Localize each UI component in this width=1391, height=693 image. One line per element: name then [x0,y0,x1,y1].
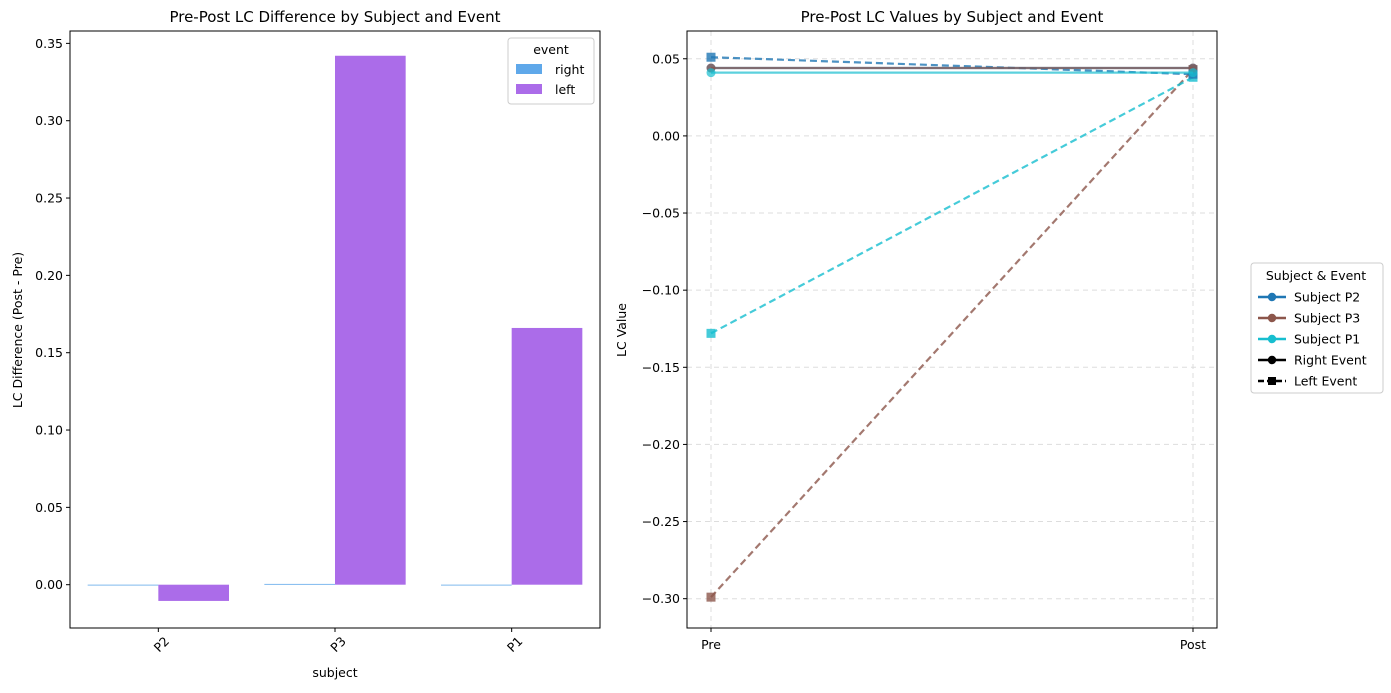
line-P3-left [710,68,1194,598]
bar-x-tick-label: P3 [327,633,349,655]
bar-left-P1 [511,327,583,585]
bar-right-P3 [264,583,335,585]
bar-y-tick-label: 0.00 [35,577,63,592]
line-series-group [706,52,1198,602]
line-grid [687,31,1217,628]
bar-legend-swatch-left [516,84,542,94]
line-legend-label: Right Event [1294,353,1367,368]
bar-right-P2 [87,584,159,586]
marker-P3-left [706,592,716,602]
bar-legend-label-right: right [555,62,584,77]
bar-y-tick-label: 0.20 [35,268,63,283]
bar-y-axis: 0.00 0.05 0.10 0.15 0.20 0.25 0.30 0.35 [35,36,70,592]
line-y-tick-label: −0.20 [642,437,680,452]
bar-x-axis: P2 P3 P1 [151,628,526,655]
marker-P1-left [706,328,716,338]
line-legend-title: Subject & Event [1266,268,1366,283]
marker-P2-left [706,52,716,62]
line-legend-marker [1267,292,1277,302]
bar-y-tick-label: 0.25 [35,191,63,206]
line-chart: Pre-Post LC Values by Subject and Event … [614,8,1384,652]
bar-x-tick-label: P1 [504,633,526,655]
bar-legend-title: event [533,42,569,57]
line-legend-label: Left Event [1294,374,1357,389]
line-chart-title: Pre-Post LC Values by Subject and Event [801,8,1104,26]
line-y-tick-label: −0.10 [642,283,680,298]
line-P1-left [710,76,1194,335]
bar-legend-swatch-right [516,64,542,74]
marker-P1-right [706,68,716,78]
line-legend: Subject & Event Subject P2 Subject P3 Subj… [1250,262,1384,394]
line-legend-label: Subject P1 [1294,332,1360,347]
line-y-tick-label: −0.25 [642,514,680,529]
line-y-tick-label: −0.30 [642,591,680,606]
bar-x-axis-label: subject [312,665,357,680]
line-x-axis: Pre Post [701,628,1206,652]
line-y-axis: 0.05 0.00 −0.05 −0.10 −0.15 −0.20 −0.25 −0.30 [642,51,687,606]
line-legend-label: Subject P3 [1294,311,1360,326]
line-x-tick-label: Post [1180,637,1206,652]
bar-left-P3 [335,55,406,585]
bar-legend: event right left [507,37,595,105]
bar-legend-label-left: left [555,82,575,97]
line-x-tick-label: Pre [701,637,721,652]
line-chart-frame [686,30,1218,629]
bar-left-P2 [158,584,229,601]
line-legend-label: Subject P2 [1294,290,1360,305]
bar-chart: Pre-Post LC Difference by Subject and Ev… [10,8,601,680]
line-y-tick-label: 0.00 [652,128,680,143]
bar-y-tick-label: 0.35 [35,36,63,51]
line-y-tick-label: −0.05 [642,206,680,221]
bar-y-tick-label: 0.30 [35,113,63,128]
bar-y-tick-label: 0.15 [35,345,63,360]
line-y-tick-label: 0.05 [652,51,680,66]
bar-chart-title: Pre-Post LC Difference by Subject and Ev… [169,8,500,26]
marker-P1-right [1188,68,1198,78]
line-y-tick-label: −0.15 [642,360,680,375]
line-legend-marker [1268,377,1276,385]
bar-x-tick-label: P2 [151,633,173,655]
line-y-axis-label: LC Value [614,303,629,357]
bar-y-tick-label: 0.10 [35,423,63,438]
line-legend-marker [1267,313,1277,323]
bar-right-P1 [441,584,512,586]
bar-y-axis-label: LC Difference (Post - Pre) [10,252,25,408]
line-legend-marker [1267,334,1277,344]
line-P2-left [710,56,1194,76]
line-legend-marker [1267,355,1277,365]
bar-group [87,55,583,601]
bar-y-tick-label: 0.05 [35,500,63,515]
